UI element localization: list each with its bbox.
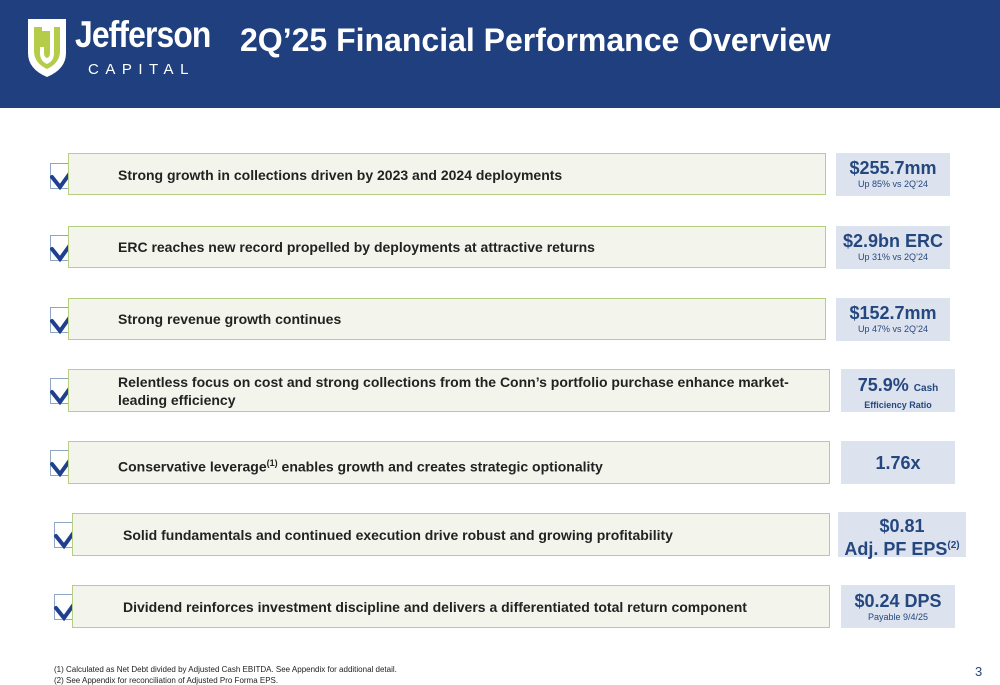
metric-value: $255.7mm xyxy=(849,158,937,178)
metric-value: $2.9bn ERC xyxy=(842,231,944,251)
row-text: Relentless focus on cost and strong coll… xyxy=(118,374,789,408)
list-item xyxy=(68,153,826,195)
row-text-post: enables growth and creates strategic opt… xyxy=(277,458,603,475)
metric-value: 1.76x xyxy=(875,453,921,473)
row-text: Dividend reinforces investment disciplin… xyxy=(123,599,747,615)
footnote-ref: (2) xyxy=(947,540,960,551)
metric-box: $152.7mm Up 47% vs 2Q’24 xyxy=(836,298,950,341)
metric-subtext: Payable 9/4/25 xyxy=(867,612,929,622)
list-item xyxy=(72,513,830,556)
metric-subtext: Up 47% vs 2Q’24 xyxy=(857,324,929,334)
list-item xyxy=(68,369,830,412)
metric-subtext: Up 85% vs 2Q’24 xyxy=(857,179,929,189)
metric-box: $255.7mm Up 85% vs 2Q’24 xyxy=(836,153,950,196)
row-text: Strong revenue growth continues xyxy=(118,311,342,327)
list-item xyxy=(68,226,826,268)
metric-value: $0.24 DPS xyxy=(854,591,942,611)
list-item xyxy=(68,441,830,484)
row-text: Solid fundamentals and continued executi… xyxy=(123,527,673,543)
metric-subtext: Up 31% vs 2Q’24 xyxy=(857,252,929,262)
page-number: 3 xyxy=(975,664,983,679)
metric-subtext: Efficiency Ratio xyxy=(864,400,932,410)
row-text-pre: Conservative leverage xyxy=(118,458,267,475)
metric-value-main: 75.9% xyxy=(857,375,909,395)
metric-value-secondary: Adj. PF EPS(2) xyxy=(838,536,966,559)
page-title: 2Q’25 Financial Performance Overview xyxy=(240,22,831,58)
metric-value2: Adj. PF EPS xyxy=(844,539,948,559)
metric-box: $0.81 Adj. PF EPS(2) xyxy=(838,512,966,559)
metric-box: $2.9bn ERC Up 31% vs 2Q’24 xyxy=(836,226,950,269)
metric-box: $0.24 DPS Payable 9/4/25 xyxy=(841,585,955,628)
list-item xyxy=(68,298,826,340)
metric-box: 75.9% Cash Efficiency Ratio xyxy=(841,369,955,412)
metric-value: $0.81 xyxy=(879,516,925,536)
list-item xyxy=(72,585,830,628)
row-text: ERC reaches new record propelled by depl… xyxy=(118,239,595,255)
logo-subtitle: CAPITAL xyxy=(88,61,195,78)
header-bar: Jefferson CAPITAL 2Q’25 Financial Perfor… xyxy=(0,0,1000,108)
metric-box: 1.76x xyxy=(841,441,955,484)
footnote: (1) Calculated as Net Debt divided by Ad… xyxy=(54,665,397,674)
shield-logo-icon xyxy=(26,17,68,84)
logo-wordmark: Jefferson xyxy=(75,14,211,55)
metric-value: $152.7mm xyxy=(849,303,937,323)
row-text: Strong growth in collections driven by 2… xyxy=(118,167,563,183)
footnote: (2) See Appendix for reconciliation of A… xyxy=(54,676,279,685)
row-text: Conservative leverage(1) enables growth … xyxy=(118,454,603,476)
footnote-ref: (1) xyxy=(266,458,278,468)
metric-value-small: Cash xyxy=(913,383,939,394)
metric-value: 75.9% Cash xyxy=(841,375,955,399)
